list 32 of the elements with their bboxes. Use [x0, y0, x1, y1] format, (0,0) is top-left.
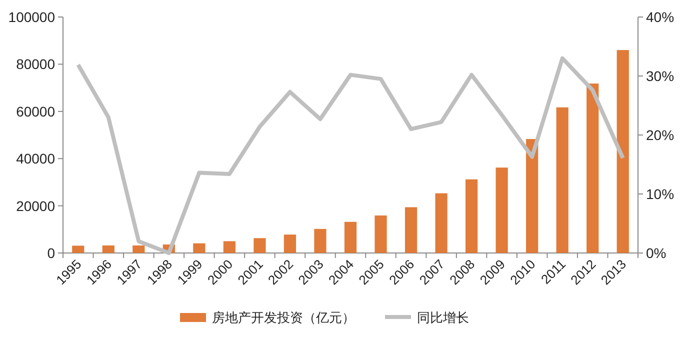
y-tick-label: 100000 [8, 9, 56, 25]
bar [466, 179, 478, 253]
bar [374, 215, 387, 253]
bar [72, 246, 84, 253]
bar [254, 238, 266, 253]
y-tick-label: 0 [47, 245, 56, 261]
y2-tick-label: 30% [646, 68, 674, 84]
bar [223, 241, 236, 253]
legend-label: 同比增长 [417, 310, 469, 325]
y-tick-label: 20000 [16, 198, 56, 214]
bar [314, 228, 326, 253]
y-tick-label: 40000 [16, 150, 56, 167]
bar [616, 50, 629, 253]
y2-tick-label: 10% [646, 186, 674, 202]
bar [556, 107, 568, 253]
bar [586, 84, 599, 253]
y-tick-label: 60000 [16, 103, 56, 120]
bar [344, 222, 357, 253]
bar [193, 243, 206, 253]
bar [102, 245, 114, 253]
bar [496, 168, 508, 253]
bar [435, 193, 448, 253]
bar [404, 207, 418, 253]
bar [284, 234, 296, 253]
y-tick-label: 80000 [16, 56, 56, 72]
y2-tick-label: 20% [646, 127, 674, 143]
line-series [76, 56, 625, 255]
legend-label: 房地产开发投资（亿元） [212, 310, 355, 325]
bar [132, 245, 145, 253]
bar [526, 139, 538, 253]
y2-tick-label: 40% [646, 9, 674, 25]
y2-tick-label: 0% [646, 245, 666, 261]
